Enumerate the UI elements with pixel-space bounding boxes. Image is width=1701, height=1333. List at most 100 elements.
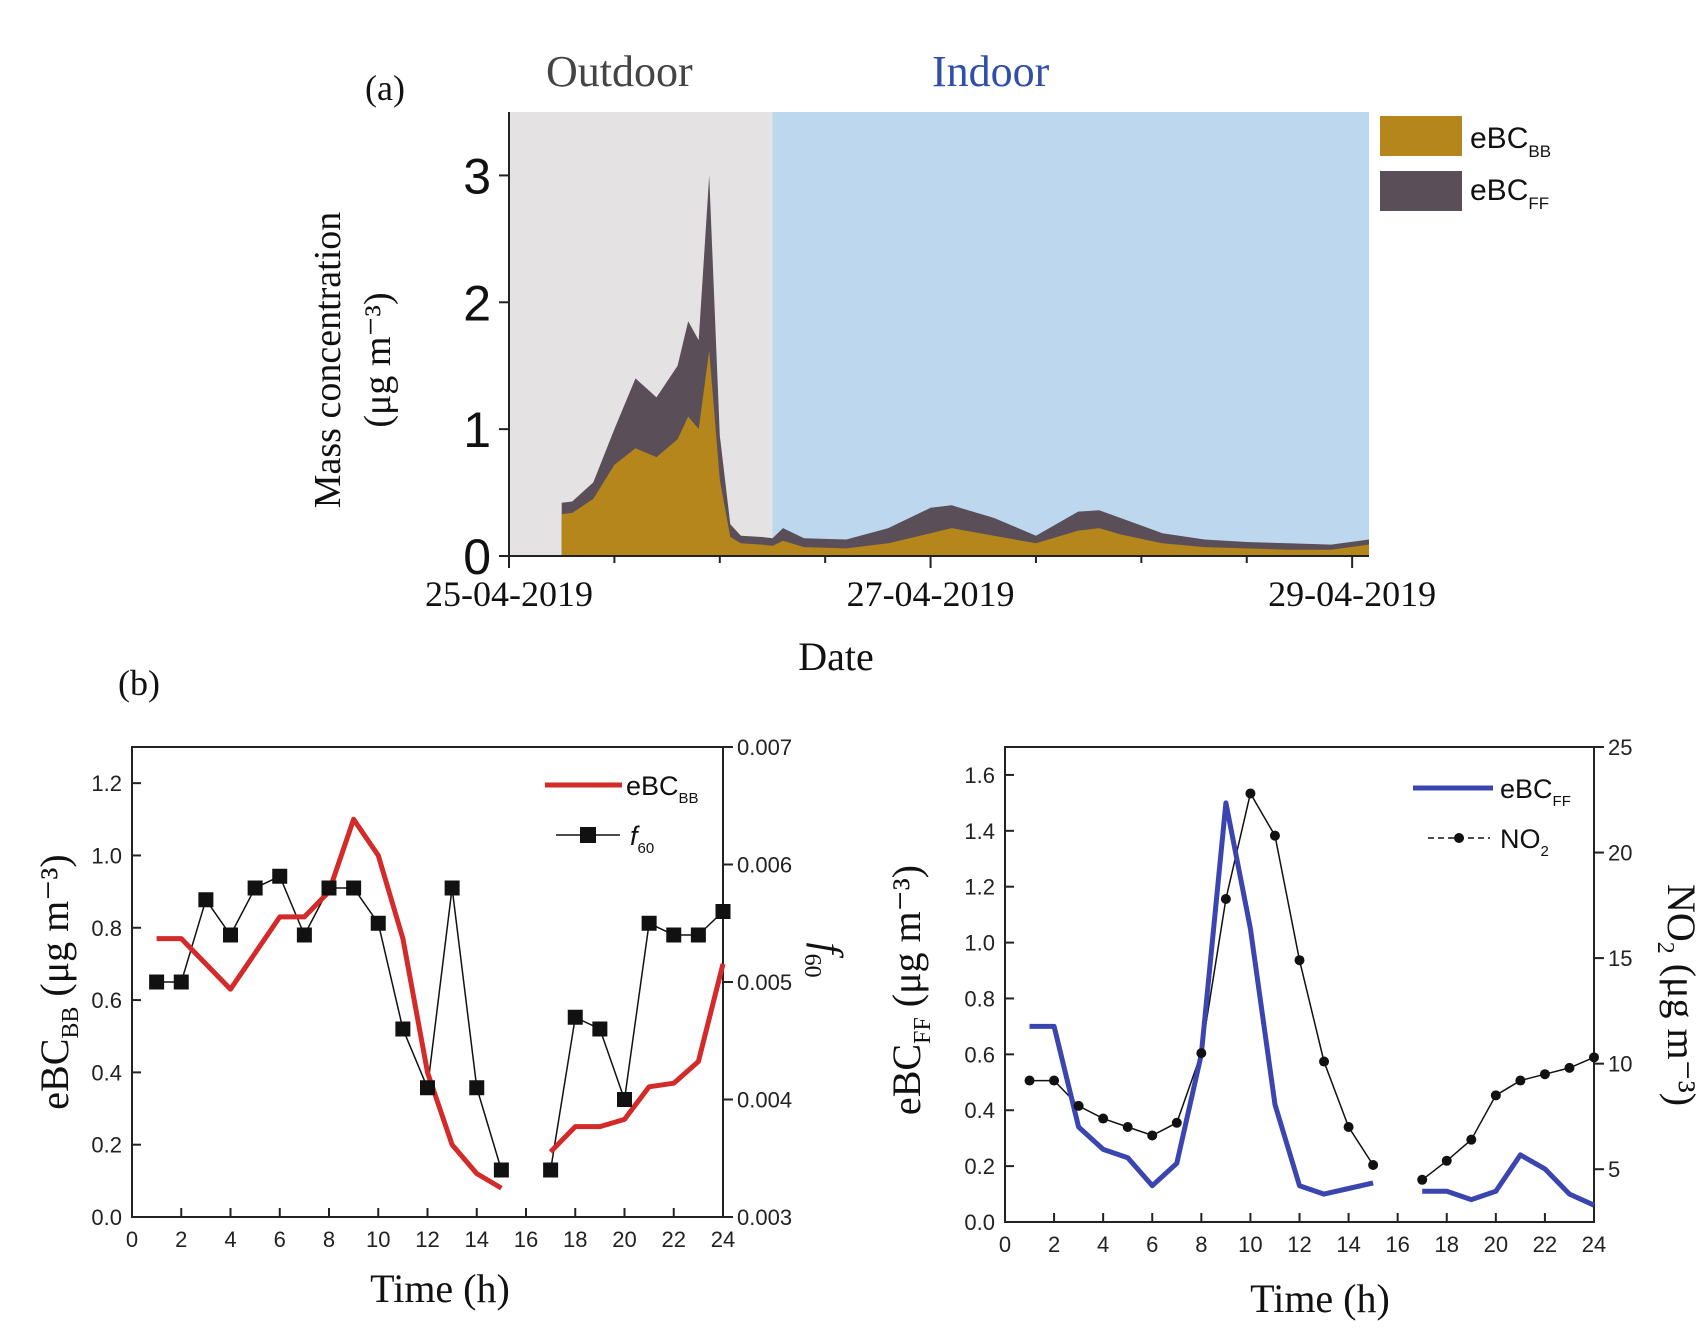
y-axis-label-a-line2: (μg m⁻³) [357,292,399,427]
x-tick-label-b2: 22 [1533,1232,1557,1257]
y-axis-label-b2-unit: (μg m⁻³) [884,865,929,1017]
f60-marker-point [715,904,731,919]
legend-marker-f60 [580,827,596,843]
f60-marker-point [493,1162,509,1178]
no2-marker-point [1269,830,1280,841]
right-y-axis-label-b1: f60 [799,942,851,977]
ebc-ff-line [1029,800,1374,1197]
y-axis-label-b1-sub: BB [58,1007,84,1039]
x-tick-label-b2: 24 [1582,1232,1606,1257]
series-marks-b2 [1024,788,1599,1208]
legend-label-ebc-ff: eBCFF [1470,174,1549,213]
y-tick-label-b1: 1.2 [91,771,122,796]
legend-label-b2-ebc-ff: eBCFF [1500,774,1571,810]
y-tick-label-b2: 1.6 [964,763,995,788]
legend-sub-ebc-bb: BB [1528,142,1551,161]
y-axis-label-b2: eBCFF (μg m⁻³) [884,865,936,1115]
y-axis-label-b2-sub: FF [910,1017,936,1044]
y-tick-label-b1: 0.4 [91,1060,122,1085]
legend-a: eBCBB eBCFF [1380,116,1551,213]
legend-name-ebc-ff: eBC [1470,174,1528,207]
x-axis-label-b2: Time (h) [1250,1276,1390,1321]
f60-marker-point [617,1092,632,1107]
legend-sub-b2-ebc-ff: FF [1553,793,1571,810]
legend-name-ebc-bb: eBC [1470,122,1528,155]
legend-swatch-ebc-ff [1380,171,1462,211]
right-y-axis-label-b2-sub: 2 [1652,942,1678,954]
x-tick-label-b2: 20 [1484,1232,1508,1257]
y-axis-b2: 0.0 0.2 0.4 0.6 0.8 1.0 1.2 1.4 1.6 [964,763,1014,1235]
x-tick-label-b1: 24 [711,1227,735,1252]
f60-marker-point [198,892,214,908]
y-tick-label-a: 2 [463,275,491,331]
right-y-tick-label-b1: 0.005 [737,970,792,995]
no2-marker-point [1368,1160,1379,1170]
y-tick-label-b2: 1.0 [964,931,995,956]
no2-marker-point [1515,1075,1526,1086]
x-tick-label-b2: 4 [1097,1232,1109,1257]
f60-marker-point [666,927,682,943]
right-y-tick-label-b1: 0.003 [737,1205,792,1230]
x-tick-label-a: 27-04-2019 [847,574,1015,614]
f60-marker-point [444,880,460,896]
right-y-tick-label-b1: 0.007 [737,735,792,760]
no2-marker-point [1294,955,1305,966]
x-tick-label-b2: 10 [1238,1232,1262,1257]
y-tick-label-b2: 0.2 [964,1154,995,1179]
f60-marker-point [247,880,263,896]
no2-marker-point [1466,1134,1477,1145]
y-tick-label-b1: 1.0 [91,843,122,868]
legend-sub-b2-no2: 2 [1541,843,1549,860]
legend-sub-ebc-ff: FF [1528,194,1549,213]
y-tick-label-b1: 0.0 [91,1205,122,1230]
panel-label-a: (a) [365,68,405,108]
y-axis-label-a-line1: Mass concentration [307,212,349,509]
no2-marker-point [1539,1069,1550,1080]
no2-marker-point [1441,1155,1452,1166]
x-tick-label-b1: 14 [465,1227,489,1252]
legend-label-b1-f60: f60 [630,821,654,857]
f60-marker-point [149,974,165,990]
no2-marker-point [1245,788,1256,799]
panel-b2: 0.0 0.2 0.4 0.6 0.8 1.0 1.2 1.4 1.6 5 10 15 20 25 0 2… [884,735,1701,1321]
right-y-axis-label-b2: NO2 (μg m⁻³) [1652,884,1701,1106]
f60-marker-point [543,1162,559,1178]
y-axis-label-b1-name: eBC [32,1039,77,1110]
x-tick-label-b1: 6 [274,1227,286,1252]
x-axis-b2: 0 2 4 6 8 10 12 14 16 18 20 22 24 [999,1213,1606,1257]
region-label-indoor: Indoor [932,47,1050,96]
legend-label-ebc-bb: eBCBB [1470,122,1551,161]
y-tick-label-b2: 0.0 [964,1210,995,1235]
legend-b2: eBCFF NO2 [1413,774,1571,860]
right-y-tick-label-b2: 25 [1608,735,1632,760]
no2-marker-point [1589,1052,1599,1063]
no2-marker-point [1220,894,1231,904]
no2-marker-point [1343,1122,1354,1132]
f60-marker-point [592,1021,608,1037]
x-tick-label-b1: 16 [514,1227,538,1252]
panel-a: (a) Outdoor Indoor 0 1 2 3 25-04-2019 27-04-… [307,47,1551,679]
y-axis-label-b2-name: eBC [884,1044,929,1115]
f60-marker-point [469,1080,485,1096]
f60-marker-point [641,915,657,931]
x-tick-label-b2: 16 [1385,1232,1409,1257]
x-tick-label-a: 25-04-2019 [425,574,593,614]
x-tick-label-b2: 0 [999,1232,1011,1257]
right-y-axis-label-b2-unit: (μg m⁻³) [1659,954,1701,1106]
x-tick-label-b1: 22 [662,1227,686,1252]
x-tick-label-b2: 8 [1195,1232,1207,1257]
right-y-axis-b1: 0.003 0.004 0.005 0.006 0.007 [723,735,792,1230]
right-y-axis-b2: 5 10 15 20 25 [1594,735,1632,1182]
x-tick-label-b2: 6 [1146,1232,1158,1257]
ebc-bb-line [156,816,503,1191]
f60-marker-point [370,915,386,931]
ebc-bb-area [561,350,1369,556]
f60-marker-point [395,1021,411,1037]
x-axis-label-a: Date [798,634,874,679]
ebc-ff-line [1422,1152,1596,1208]
legend-b1: eBCBB f60 [545,771,699,857]
x-axis-b1: 0 2 4 6 8 10 12 14 16 18 20 22 24 [126,1208,735,1252]
y-tick-label-b2: 0.6 [964,1042,995,1067]
panel-b1: 0.00.20.40.60.81.01.2 0.0030.0040.0050.0… [32,735,851,1311]
x-tick-label-b1: 2 [175,1227,187,1252]
